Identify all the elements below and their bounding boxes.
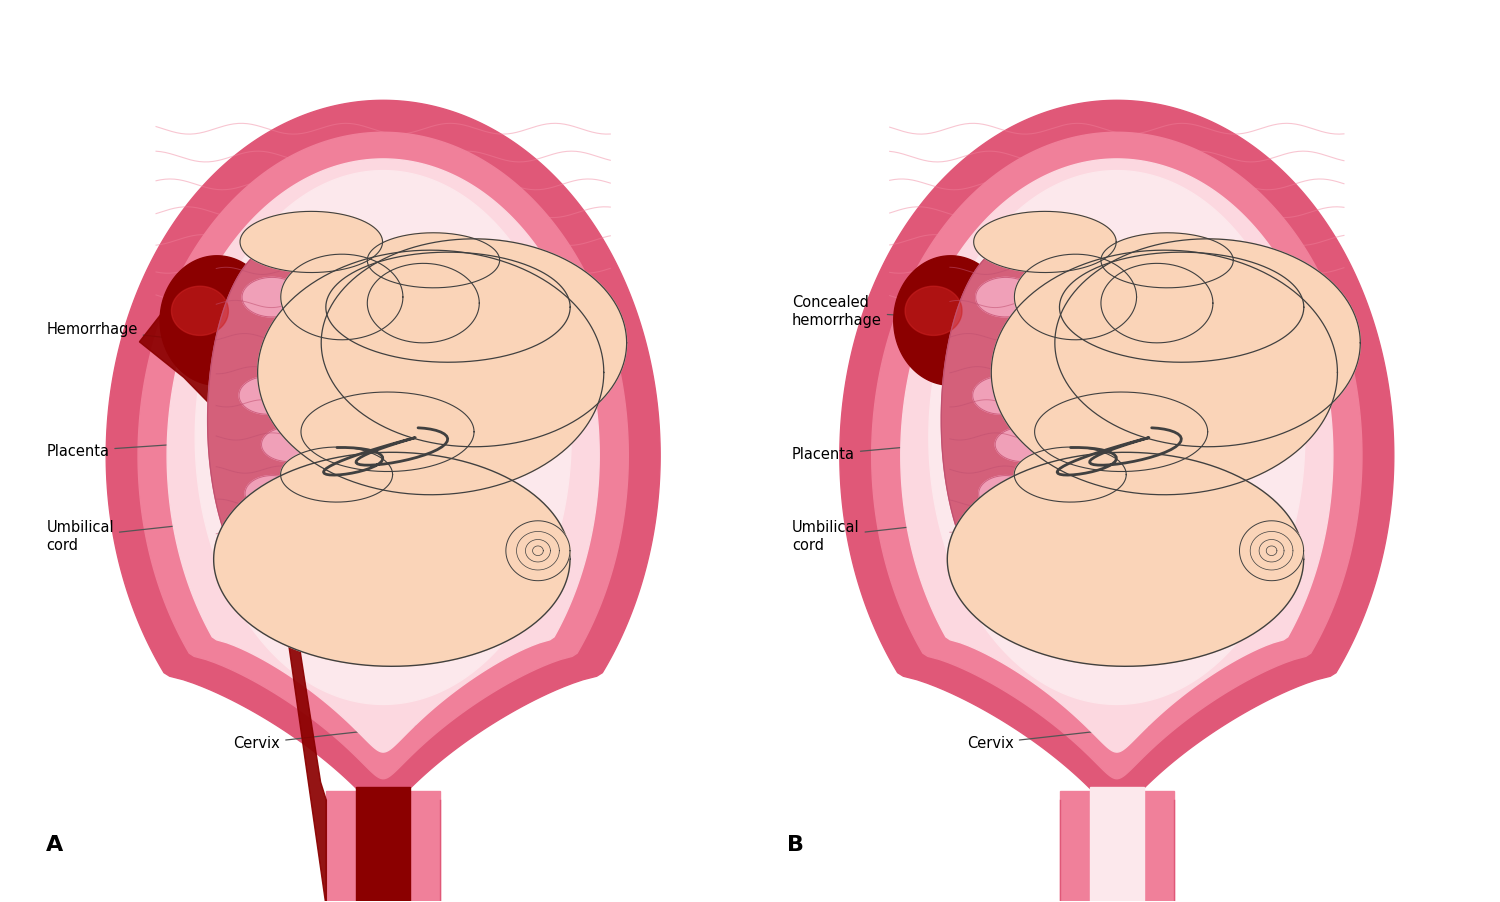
Polygon shape bbox=[840, 100, 1394, 811]
Polygon shape bbox=[140, 271, 327, 902]
Polygon shape bbox=[1014, 447, 1126, 502]
Polygon shape bbox=[1239, 520, 1304, 581]
Polygon shape bbox=[302, 392, 474, 472]
Polygon shape bbox=[948, 452, 1304, 667]
Polygon shape bbox=[195, 170, 572, 704]
Polygon shape bbox=[994, 523, 1045, 556]
Polygon shape bbox=[327, 791, 440, 902]
Polygon shape bbox=[258, 250, 604, 494]
Text: Concealed
hemorrhage: Concealed hemorrhage bbox=[792, 296, 992, 327]
Text: Cervix: Cervix bbox=[234, 725, 416, 750]
Polygon shape bbox=[166, 159, 598, 752]
Polygon shape bbox=[894, 256, 1008, 385]
Polygon shape bbox=[280, 254, 404, 340]
Polygon shape bbox=[972, 376, 1029, 414]
Polygon shape bbox=[1035, 392, 1208, 472]
Polygon shape bbox=[280, 447, 393, 502]
Text: Cervix: Cervix bbox=[968, 725, 1149, 750]
Polygon shape bbox=[138, 133, 628, 778]
Ellipse shape bbox=[1060, 896, 1173, 902]
Polygon shape bbox=[326, 253, 570, 363]
Text: A: A bbox=[46, 835, 63, 855]
Polygon shape bbox=[975, 278, 1035, 317]
Polygon shape bbox=[904, 286, 962, 336]
Text: Placenta: Placenta bbox=[46, 437, 276, 458]
Polygon shape bbox=[871, 133, 1362, 778]
Polygon shape bbox=[1060, 791, 1173, 902]
Text: Umbilical
cord: Umbilical cord bbox=[46, 514, 284, 553]
Polygon shape bbox=[1014, 254, 1137, 340]
Polygon shape bbox=[1101, 263, 1214, 343]
Ellipse shape bbox=[327, 896, 440, 902]
Polygon shape bbox=[902, 159, 1334, 752]
Polygon shape bbox=[368, 233, 500, 288]
Polygon shape bbox=[261, 428, 315, 462]
Polygon shape bbox=[321, 239, 627, 446]
Polygon shape bbox=[940, 244, 1084, 595]
Polygon shape bbox=[242, 278, 302, 317]
Polygon shape bbox=[974, 211, 1116, 272]
Polygon shape bbox=[356, 787, 410, 902]
Polygon shape bbox=[506, 520, 570, 581]
Polygon shape bbox=[160, 256, 274, 385]
Text: B: B bbox=[788, 835, 804, 855]
Text: Hemorrhage: Hemorrhage bbox=[46, 322, 256, 347]
Polygon shape bbox=[998, 328, 1051, 364]
Polygon shape bbox=[1101, 233, 1233, 288]
Polygon shape bbox=[978, 475, 1032, 511]
Polygon shape bbox=[1090, 787, 1144, 902]
Text: Umbilical
cord: Umbilical cord bbox=[792, 514, 1024, 553]
Polygon shape bbox=[207, 244, 351, 595]
Polygon shape bbox=[368, 263, 480, 343]
Polygon shape bbox=[928, 170, 1305, 704]
Polygon shape bbox=[244, 475, 298, 511]
Polygon shape bbox=[1054, 239, 1360, 446]
Polygon shape bbox=[240, 211, 382, 272]
Polygon shape bbox=[264, 328, 318, 364]
Polygon shape bbox=[1059, 253, 1304, 363]
Polygon shape bbox=[261, 523, 312, 556]
Polygon shape bbox=[106, 100, 660, 811]
Polygon shape bbox=[994, 428, 1048, 462]
Polygon shape bbox=[171, 286, 228, 336]
Polygon shape bbox=[992, 250, 1338, 494]
Polygon shape bbox=[213, 452, 570, 667]
Polygon shape bbox=[238, 376, 296, 414]
Text: Placenta: Placenta bbox=[792, 437, 1010, 462]
